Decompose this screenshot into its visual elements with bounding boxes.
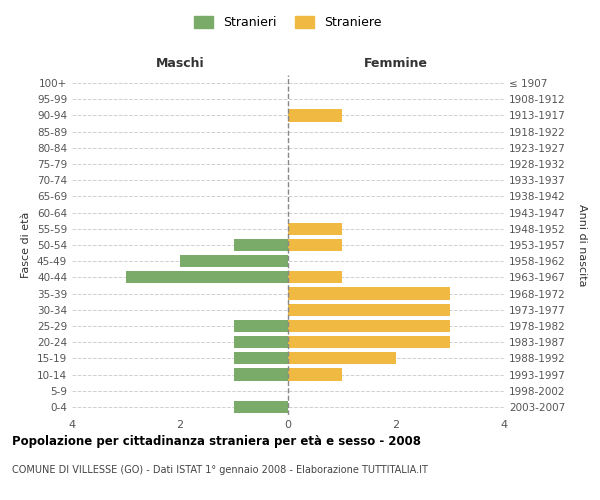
Bar xyxy=(288,368,342,380)
Bar xyxy=(288,304,450,316)
Bar xyxy=(288,320,450,332)
Y-axis label: Fasce di età: Fasce di età xyxy=(22,212,31,278)
Bar xyxy=(234,336,288,348)
Bar xyxy=(288,336,450,348)
Bar xyxy=(288,222,342,235)
Bar xyxy=(234,401,288,413)
Text: Femmine: Femmine xyxy=(364,57,428,70)
Bar xyxy=(234,320,288,332)
Bar xyxy=(180,255,288,268)
Bar xyxy=(234,352,288,364)
Bar xyxy=(288,288,450,300)
Bar xyxy=(234,368,288,380)
Legend: Stranieri, Straniere: Stranieri, Straniere xyxy=(190,11,386,34)
Text: Anni di nascita: Anni di nascita xyxy=(577,204,587,286)
Bar xyxy=(288,272,342,283)
Text: Popolazione per cittadinanza straniera per età e sesso - 2008: Popolazione per cittadinanza straniera p… xyxy=(12,435,421,448)
Bar xyxy=(288,352,396,364)
Bar xyxy=(288,110,342,122)
Bar xyxy=(126,272,288,283)
Text: Maschi: Maschi xyxy=(155,57,205,70)
Text: COMUNE DI VILLESSE (GO) - Dati ISTAT 1° gennaio 2008 - Elaborazione TUTTITALIA.I: COMUNE DI VILLESSE (GO) - Dati ISTAT 1° … xyxy=(12,465,428,475)
Bar xyxy=(288,239,342,251)
Bar xyxy=(234,239,288,251)
